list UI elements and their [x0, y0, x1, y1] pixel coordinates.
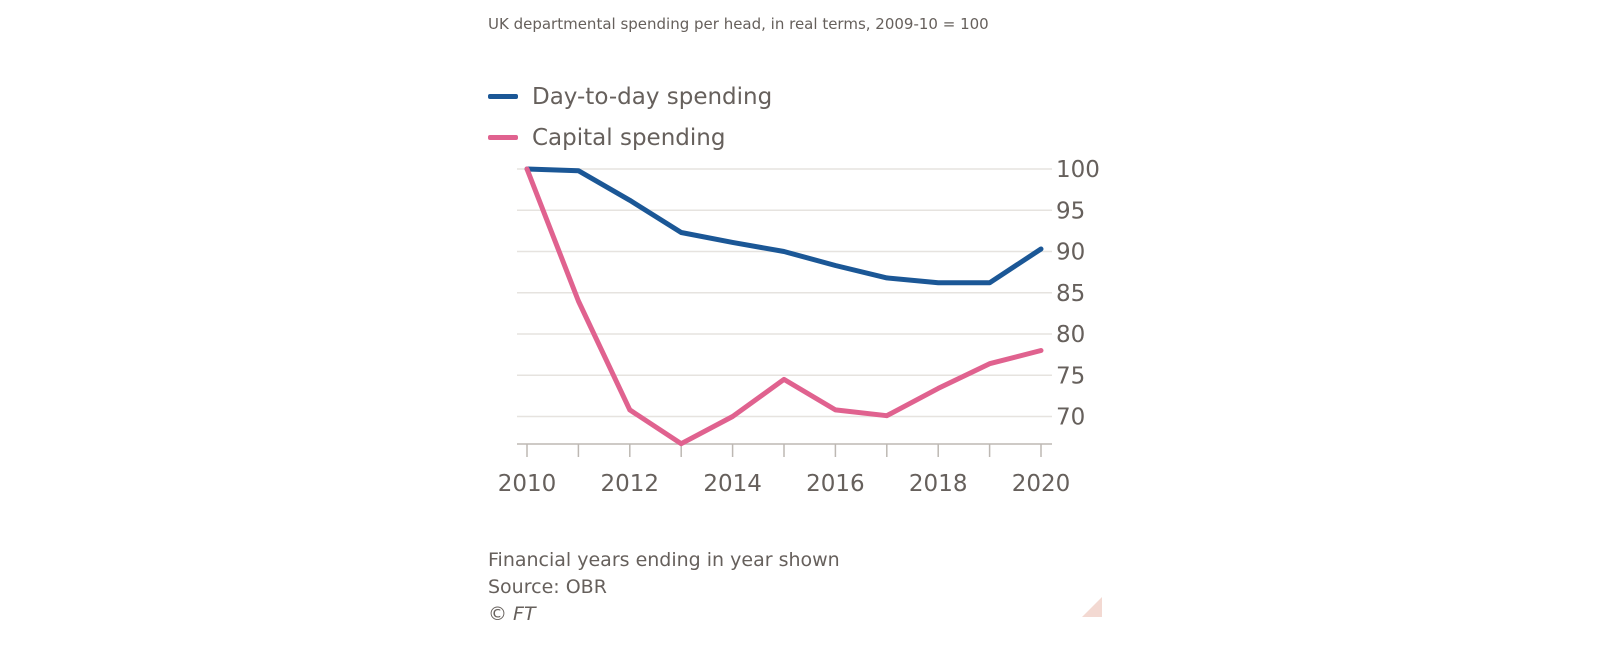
y-tick-label-75: 75	[1056, 363, 1085, 389]
footnote-copyright: © FT	[488, 603, 536, 625]
footnote-source: Source: OBR	[488, 576, 607, 598]
chart-subtitle: UK departmental spending per head, in re…	[488, 15, 989, 33]
series-line-day-to-day	[524, 166, 1044, 286]
x-tick-label-2018: 2018	[909, 471, 968, 497]
footnote-note: Financial years ending in year shown	[488, 549, 840, 571]
legend-item-capital: Capital spending	[488, 117, 772, 158]
y-tick-label-85: 85	[1056, 281, 1085, 307]
corner-fold-icon	[1082, 597, 1102, 617]
chart-footnote: Financial years ending in year shown Sou…	[488, 547, 840, 628]
y-tick-label-80: 80	[1056, 322, 1085, 348]
x-tick-label-2016: 2016	[806, 471, 865, 497]
x-tick-label-2012: 2012	[601, 471, 660, 497]
y-tick-label-95: 95	[1056, 198, 1085, 224]
legend-swatch-capital	[488, 135, 518, 140]
x-tick-label-2014: 2014	[703, 471, 762, 497]
legend-label-day-to-day: Day-to-day spending	[532, 83, 773, 110]
y-tick-label-100: 100	[1056, 157, 1100, 183]
chart-legend: Day-to-day spending Capital spending	[488, 76, 772, 158]
x-tick-label-2020: 2020	[1012, 471, 1071, 497]
legend-item-day-to-day: Day-to-day spending	[488, 76, 772, 117]
series-line-capital	[524, 166, 1044, 447]
legend-swatch-day-to-day	[488, 94, 518, 99]
x-tick-label-2010: 2010	[498, 471, 557, 497]
y-tick-label-90: 90	[1056, 240, 1085, 266]
legend-label-capital: Capital spending	[532, 124, 726, 151]
y-tick-label-70: 70	[1056, 405, 1085, 431]
